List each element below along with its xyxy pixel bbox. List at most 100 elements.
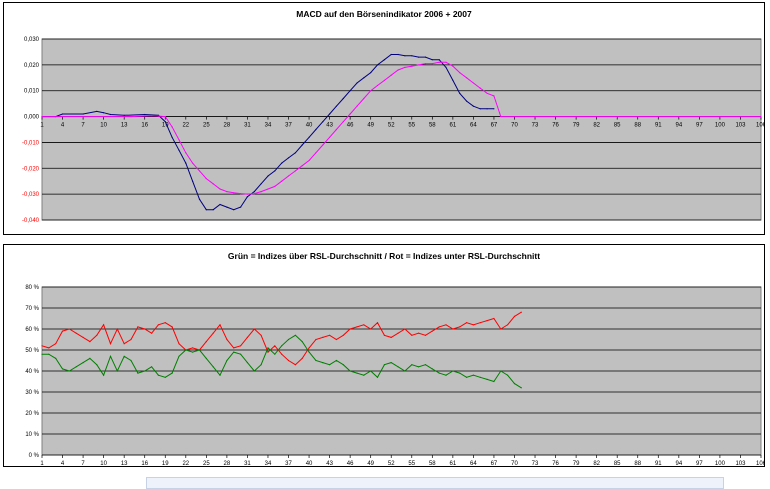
macd-y-tick-label: 0,000 — [24, 115, 40, 121]
rsl-series-2-point — [342, 364, 344, 366]
macd-series-1-point — [397, 53, 399, 56]
rsl-series-1-point — [424, 334, 427, 336]
macd-series-2-point — [315, 152, 317, 154]
rsl-x-tick-label: 52 — [388, 461, 395, 466]
macd-series-2-point — [130, 116, 132, 118]
macd-series-2-point — [322, 144, 324, 146]
macd-series-2-point — [301, 165, 303, 167]
rsl-series-2-point — [130, 359, 132, 362]
macd-series-2-point — [411, 65, 413, 67]
rsl-x-tick-label: 19 — [162, 461, 169, 466]
rsl-series-1-point — [123, 343, 125, 345]
rsl-series-1-point — [48, 347, 50, 349]
macd-series-2-point — [151, 115, 153, 117]
rsl-series-2-point — [157, 374, 159, 376]
rsl-x-tick-label: 91 — [655, 461, 662, 466]
macd-series-2-point — [219, 188, 221, 190]
macd-series-1-point — [82, 113, 84, 115]
rsl-series-2-point — [41, 353, 43, 355]
macd-series-2-point — [185, 152, 187, 154]
rsl-x-tick-label: 1 — [40, 461, 44, 466]
macd-series-1-point — [322, 121, 324, 123]
macd-series-1-point — [383, 59, 385, 61]
rsl-x-tick-label: 106 — [756, 461, 764, 466]
rsl-series-1-point — [130, 338, 132, 341]
rsl-series-1-point — [411, 334, 413, 336]
rsl-series-2-point — [294, 334, 296, 336]
macd-series-2-point — [479, 87, 481, 89]
macd-series-1-point — [370, 72, 372, 74]
macd-series-1-point — [226, 206, 228, 208]
macd-series-2-point — [260, 191, 262, 193]
macd-series-1-point — [363, 77, 365, 79]
rsl-x-tick-label: 16 — [141, 461, 148, 466]
rsl-x-tick-label: 88 — [634, 461, 641, 466]
rsl-series-2-point — [472, 374, 474, 376]
rsl-series-1-point — [253, 328, 255, 330]
rsl-x-tick-label: 43 — [326, 461, 333, 466]
macd-series-1-point — [308, 136, 310, 138]
rsl-series-2-point — [61, 368, 64, 370]
macd-series-1-point — [219, 203, 221, 206]
macd-series-2-point — [267, 188, 269, 190]
rsl-x-tick-label: 37 — [285, 461, 292, 466]
macd-series-2-point — [452, 65, 454, 67]
rsl-y-tick-label: 30 % — [25, 390, 39, 396]
macd-x-tick-label: 97 — [696, 123, 703, 129]
macd-series-1-point — [356, 82, 358, 84]
rsl-series-1-point — [116, 328, 118, 330]
macd-series-2-point — [171, 126, 173, 128]
macd-series-line-2 — [42, 61, 761, 195]
macd-series-2-point — [308, 159, 310, 162]
rsl-series-2-point — [513, 383, 516, 385]
macd-series-1-point — [233, 209, 235, 211]
rsl-series-2-point — [212, 366, 214, 368]
rsl-series-2-point — [445, 374, 447, 376]
macd-series-1-point — [178, 149, 180, 151]
rsl-x-tick-label: 61 — [450, 461, 457, 466]
rsl-series-2-point — [404, 370, 406, 372]
rsl-y-tick-label: 20 % — [25, 411, 39, 417]
macd-series-1-point — [349, 90, 351, 92]
rsl-series-1-point — [479, 322, 481, 324]
macd-series-1-point — [404, 55, 406, 57]
rsl-series-2-point — [246, 362, 248, 364]
rsl-series-2-point — [178, 355, 180, 357]
macd-series-1-point — [198, 198, 201, 200]
rsl-y-tick-label: 70 % — [25, 306, 39, 312]
macd-series-1-point — [486, 108, 488, 110]
rsl-series-2-point — [466, 376, 468, 378]
rsl-x-tick-label: 25 — [203, 461, 210, 466]
macd-series-1-point — [452, 79, 454, 81]
macd-series-2-point — [287, 175, 290, 177]
macd-series-1-point — [61, 113, 64, 115]
rsl-x-tick-label: 34 — [265, 461, 272, 466]
rsl-series-2-point — [349, 370, 351, 372]
rsl-chart-svg: 80 % 70 % 60 % 50 % 40 % 30 % 20 % 10 % 0 %1 4 7 10… — [25, 285, 764, 466]
rsl-series-1-point — [390, 336, 392, 338]
rsl-y-tick-label: 80 % — [25, 285, 39, 291]
macd-series-2-point — [493, 95, 495, 97]
rsl-x-tick-label: 31 — [244, 461, 251, 466]
rsl-series-1-point — [212, 332, 214, 334]
rsl-series-1-point — [226, 338, 228, 341]
macd-series-1-point — [390, 53, 392, 56]
rsl-x-tick-label: 67 — [491, 461, 498, 466]
macd-series-2-point — [390, 74, 392, 76]
macd-x-tick-label: 46 — [347, 123, 354, 129]
macd-series-1-point — [493, 108, 495, 110]
macd-y-tick-label: -0,040 — [22, 218, 40, 224]
rsl-series-1-point — [171, 326, 173, 328]
macd-series-2-point — [397, 69, 399, 71]
macd-series-2-point — [342, 121, 344, 123]
rsl-series-1-point — [383, 334, 385, 336]
rsl-chart-panel: Grün = Indizes über RSL-Durchschnitt / R… — [3, 244, 765, 467]
rsl-series-2-point — [287, 338, 290, 341]
rsl-x-tick-label: 22 — [182, 461, 189, 466]
rsl-series-1-point — [335, 338, 337, 341]
macd-series-2-point — [356, 105, 358, 107]
rsl-series-1-point — [356, 326, 358, 328]
macd-series-2-point — [431, 63, 433, 65]
rsl-series-1-point — [157, 324, 159, 326]
rsl-series-2-point — [438, 372, 440, 374]
